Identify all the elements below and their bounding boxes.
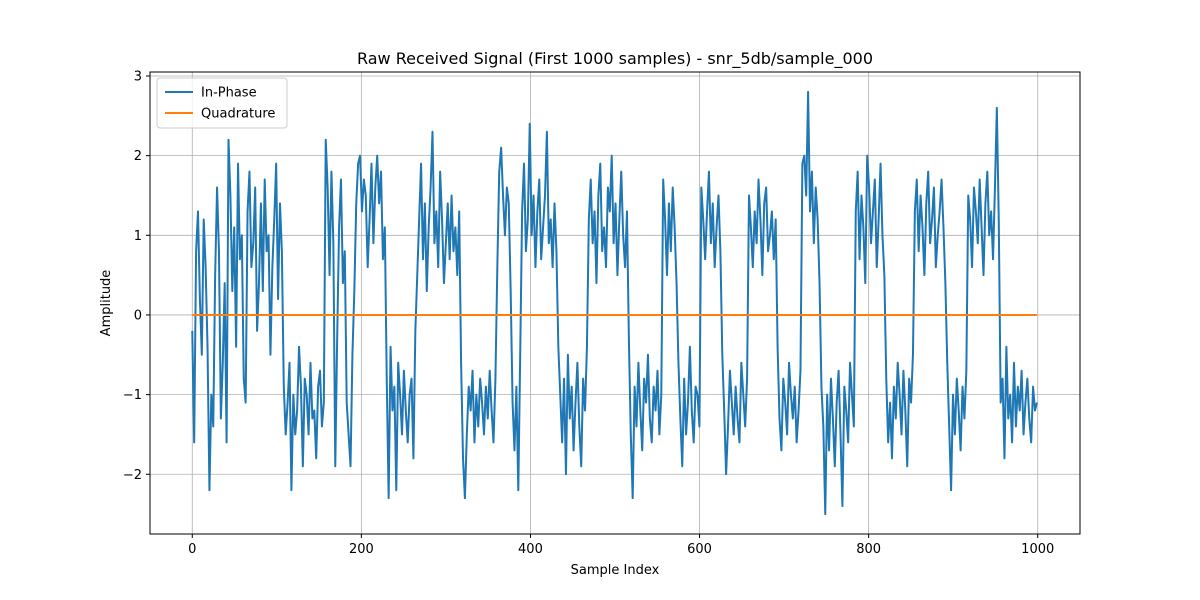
y-tick-label: 3: [134, 69, 142, 84]
y-tick-label: 0: [134, 308, 142, 323]
x-tick-label: 0: [188, 542, 196, 557]
x-tick-label: 800: [856, 542, 881, 557]
y-axis-label: Amplitude: [99, 270, 114, 337]
legend-label-in-phase: In-Phase: [201, 86, 257, 101]
y-tick-label: 2: [134, 149, 142, 164]
x-tick-label: 200: [349, 542, 374, 557]
y-tick-label: −1: [123, 388, 142, 403]
legend: In-Phase Quadrature: [156, 77, 288, 129]
x-axis-label: Sample Index: [571, 563, 660, 578]
x-tick-label: 400: [518, 542, 543, 557]
legend-label-quadrature: Quadrature: [201, 107, 275, 122]
chart-title: Raw Received Signal (First 1000 samples)…: [357, 49, 873, 69]
y-tick-label: −2: [123, 468, 142, 483]
series-line-in-phase: [191, 90, 1038, 516]
x-tick-label: 1000: [1021, 542, 1054, 557]
plot-lines: [191, 90, 1038, 516]
y-tick-label: 1: [134, 229, 142, 244]
legend-box: [156, 77, 288, 129]
axis-ticks: 0 200 400 600 800 1000 −2 −1 0 1 2 3: [123, 69, 1054, 557]
x-tick-label: 600: [687, 542, 712, 557]
plot-frame: [149, 71, 1081, 535]
